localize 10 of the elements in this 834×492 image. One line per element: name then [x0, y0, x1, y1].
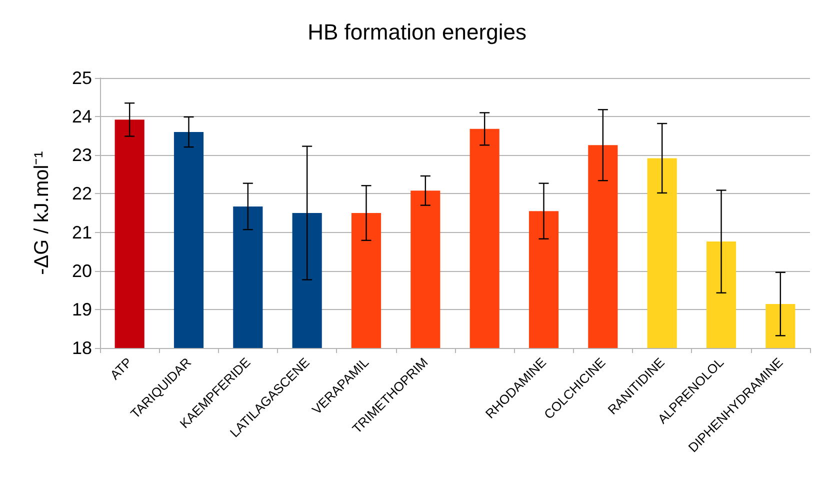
chart-title: HB formation energies: [308, 20, 526, 44]
y-tick-label: 22: [72, 184, 92, 204]
y-tick-label: 19: [72, 299, 92, 320]
y-tick-label: 24: [72, 106, 92, 127]
y-tick-label: 23: [72, 145, 92, 166]
y-tick-label: 21: [72, 222, 92, 242]
y-axis-title: -ΔG / kJ.mol⁻¹: [31, 150, 53, 275]
y-tick-label: 25: [72, 68, 92, 88]
y-tick-label: 18: [72, 338, 92, 358]
y-tick-label: 20: [72, 260, 92, 281]
